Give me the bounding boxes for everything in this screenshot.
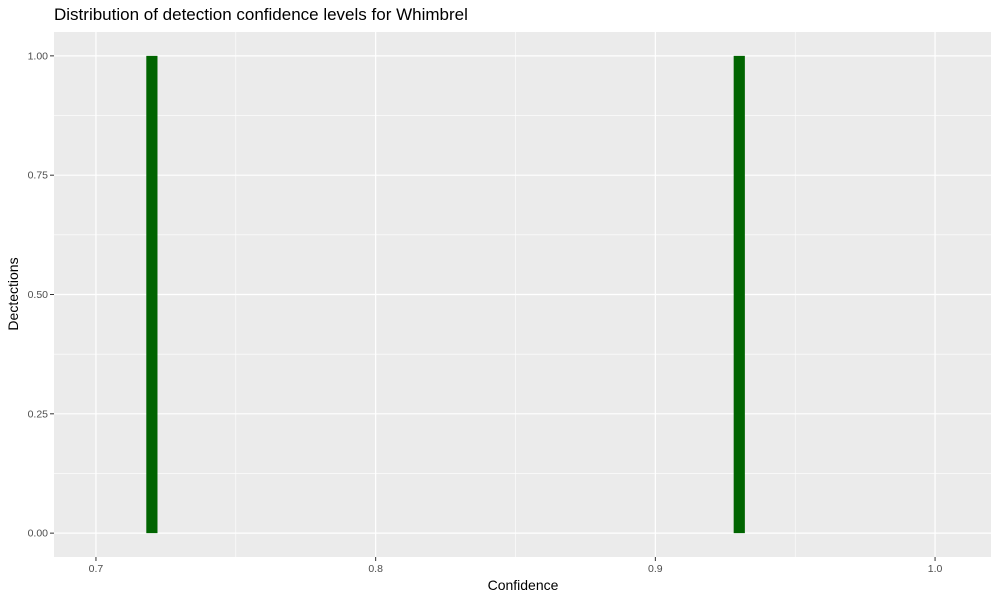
histogram-bar — [146, 55, 158, 534]
y-tick-label: 0.25 — [28, 408, 49, 420]
histogram-bar — [733, 55, 745, 534]
x-tick-label: 0.8 — [368, 563, 383, 575]
x-tick-label: 0.9 — [648, 563, 663, 575]
major-gridlines — [54, 32, 991, 557]
y-tick-label: 0.50 — [28, 289, 49, 301]
bars — [146, 55, 745, 534]
chart-title: Distribution of detection confidence lev… — [54, 5, 468, 24]
x-tick-label: 1.0 — [928, 563, 943, 575]
y-axis-label: Dectections — [5, 257, 21, 330]
x-axis-label: Confidence — [488, 577, 559, 593]
x-axis: 0.7 0.8 0.9 1.0 — [89, 557, 943, 575]
y-tick-label: 1.00 — [28, 50, 49, 62]
y-axis: 0.00 0.25 0.50 0.75 1.00 — [28, 50, 54, 540]
y-tick-label: 0.00 — [28, 528, 49, 540]
y-tick-label: 0.75 — [28, 170, 49, 182]
x-tick-label: 0.7 — [89, 563, 104, 575]
